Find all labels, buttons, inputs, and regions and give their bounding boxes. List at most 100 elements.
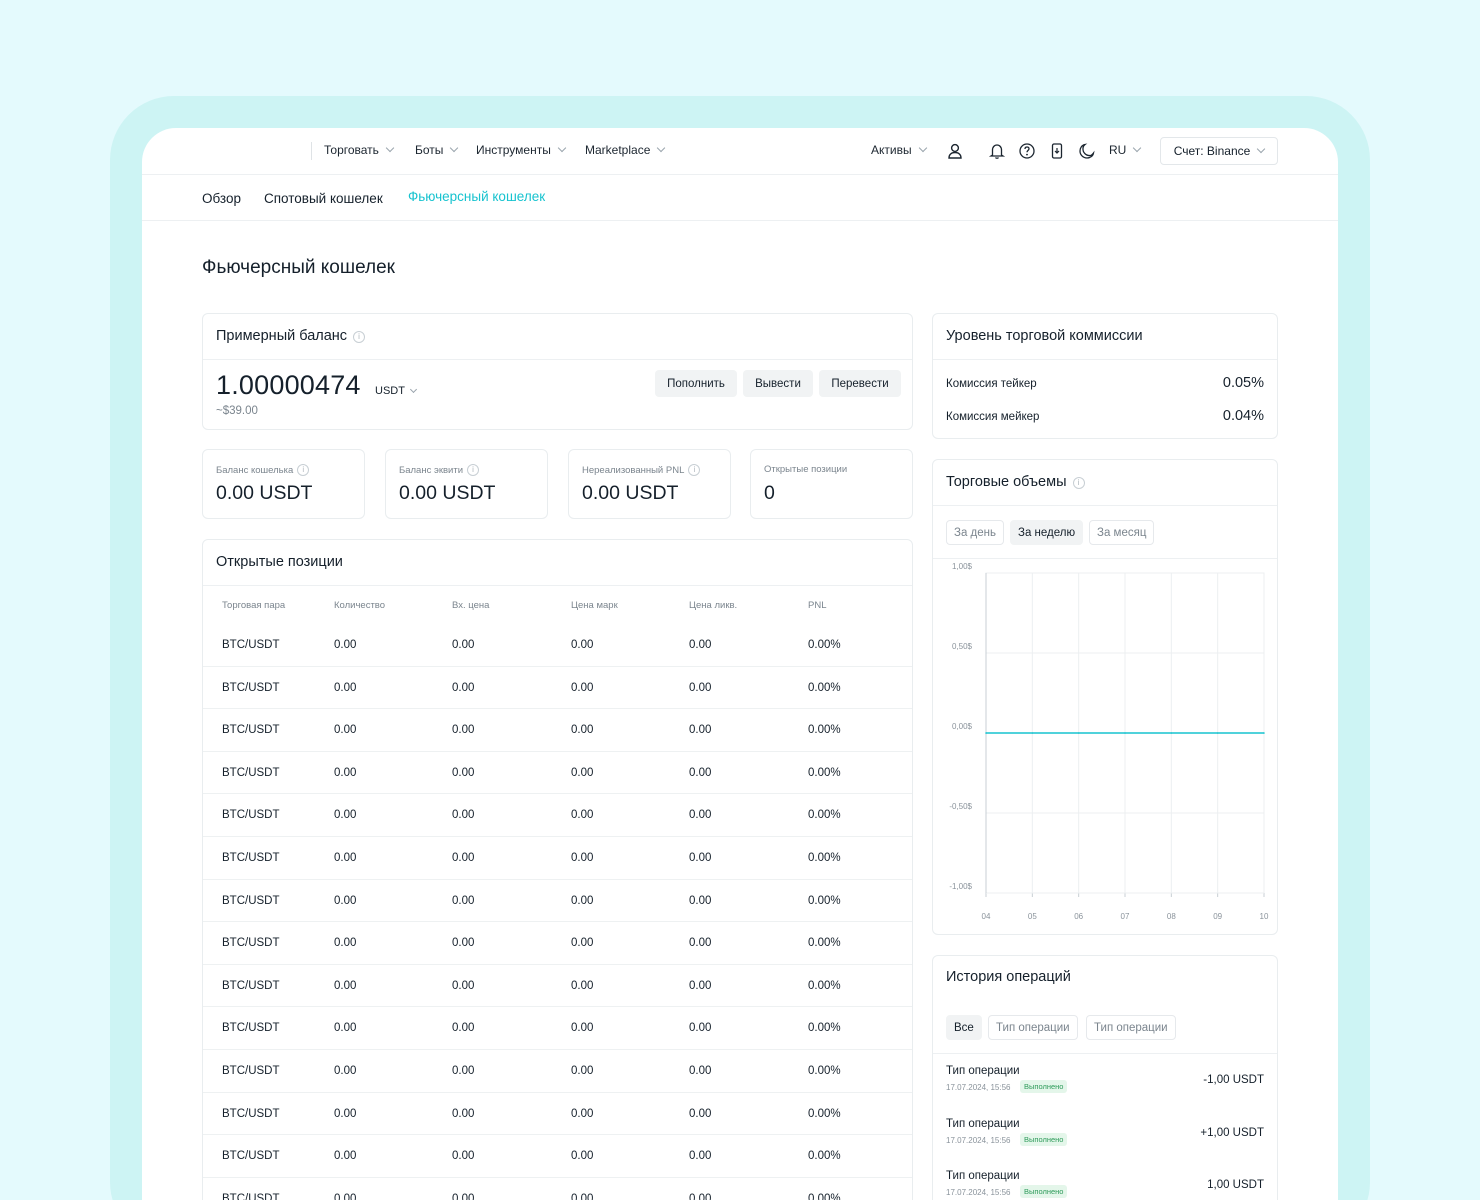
language-label: RU [1109, 143, 1127, 157]
stat-card: Баланс эквити i 0.00 USDT [385, 449, 548, 519]
y-tick-label: 1,00$ [952, 562, 973, 571]
balance-amount: 1.00000474 [216, 370, 361, 400]
table-row[interactable]: BTC/USDT 0.00 0.00 0.00 0.00 0.00% [203, 752, 912, 795]
balance-unit: USDT [375, 385, 405, 397]
table-cell: 0.00 [689, 681, 712, 694]
table-row[interactable]: BTC/USDT 0.00 0.00 0.00 0.00 0.00% [203, 880, 912, 923]
table-row[interactable]: BTC/USDT 0.00 0.00 0.00 0.00 0.00% [203, 794, 912, 837]
volume-period-tab[interactable]: За неделю [1010, 520, 1084, 545]
history-filter[interactable]: Все [946, 1015, 982, 1040]
balance-unit-selector[interactable]: USDT [375, 385, 417, 397]
column-header[interactable]: Вх. цена [452, 600, 490, 611]
tab-futures-wallet[interactable]: Фьючерсный кошелек [408, 189, 546, 204]
maker-commission-row: Комиссия мейкер 0.04% [946, 408, 1264, 424]
trading-volume-chart: 04 05 06 07 08 09 10 1,00$ 0,50$ 0,00$ -0,50$ -1,00… [949, 562, 1269, 921]
operation-type: Тип операции [946, 1065, 1020, 1077]
history-filter[interactable]: Тип операции [1086, 1015, 1176, 1040]
info-icon[interactable]: i [1072, 477, 1085, 489]
table-cell: 0.00 [334, 1022, 357, 1035]
table-cell: BTC/USDT [222, 1107, 280, 1120]
table-cell: 0.00 [452, 1192, 475, 1200]
column-header[interactable]: PNL [808, 600, 827, 611]
bell-icon[interactable] [988, 142, 1006, 160]
stat-value: 0.00 USDT [582, 482, 679, 504]
tab-spot-wallet[interactable]: Спотовый кошелек [264, 191, 383, 206]
table-row[interactable]: BTC/USDT 0.00 0.00 0.00 0.00 0.00% [203, 837, 912, 880]
table-row[interactable]: BTC/USDT 0.00 0.00 0.00 0.00 0.00% [203, 922, 912, 965]
help-icon[interactable] [1018, 142, 1036, 160]
table-cell: 0.00 [571, 724, 594, 737]
balance-usd: ~$39.00 [216, 405, 258, 417]
nav-divider [311, 142, 312, 160]
table-cell: 0.00 [689, 1022, 712, 1035]
table-cell: 0.00 [571, 639, 594, 651]
history-item[interactable]: Тип операции 17.07.2024, 15:56 Выполнено 1,… [946, 1170, 1264, 1200]
nav-item-label: Инструменты [476, 143, 551, 157]
taker-label: Комиссия тейкер [946, 378, 1037, 390]
table-cell: 0.00 [452, 1065, 475, 1077]
table-cell: 0.00 [689, 937, 712, 950]
table-row[interactable]: BTC/USDT 0.00 0.00 0.00 0.00 0.00% [203, 624, 912, 667]
nav-item-1[interactable]: Боты [415, 143, 459, 157]
stat-label: Открытые позиции [764, 464, 848, 475]
table-cell: 0.00 [689, 639, 712, 651]
language-selector[interactable]: RU [1109, 143, 1142, 157]
table-cell: 0.00 [689, 1107, 712, 1120]
table-row[interactable]: BTC/USDT 0.00 0.00 0.00 0.00 0.00% [203, 1007, 912, 1050]
table-cell: 0.00 [452, 1022, 475, 1035]
nav-item-3[interactable]: Marketplace [585, 143, 666, 157]
column-header[interactable]: Цена ликв. [689, 600, 738, 611]
history-item[interactable]: Тип операции 17.07.2024, 15:56 Выполнено +1… [946, 1118, 1264, 1158]
info-icon[interactable]: i [688, 464, 701, 476]
table-row[interactable]: BTC/USDT 0.00 0.00 0.00 0.00 0.00% [203, 667, 912, 710]
table-cell: 0.00 [689, 809, 712, 822]
assets-menu[interactable]: Активы [871, 143, 927, 157]
divider [933, 558, 1277, 559]
table-row[interactable]: BTC/USDT 0.00 0.00 0.00 0.00 0.00% [203, 1178, 912, 1200]
column-header[interactable]: Цена марк [571, 600, 618, 611]
moon-icon[interactable] [1078, 142, 1096, 160]
nav-item-0[interactable]: Торговать [324, 143, 395, 157]
chevron-down-icon [1133, 143, 1142, 153]
info-icon[interactable]: i [297, 464, 310, 476]
transfer-button[interactable]: Перевести [819, 370, 901, 397]
mobile-download-icon[interactable] [1048, 142, 1066, 160]
deposit-button[interactable]: Пополнить [655, 370, 737, 397]
withdraw-button[interactable]: Вывести [743, 370, 813, 397]
table-row[interactable]: BTC/USDT 0.00 0.00 0.00 0.00 0.00% [203, 1050, 912, 1093]
trading-volumes-title: Торговые объемы [946, 474, 1067, 490]
table-cell: 0.00 [689, 1065, 712, 1077]
data-point [1077, 732, 1080, 734]
data-point [1263, 732, 1265, 734]
column-header[interactable]: Торговая пара [222, 600, 286, 611]
table-row[interactable]: BTC/USDT 0.00 0.00 0.00 0.00 0.00% [203, 1135, 912, 1178]
table-cell: 0.00 [334, 639, 357, 651]
status-badge: Выполнено [1020, 1080, 1068, 1093]
table-cell: 0.00 [571, 894, 594, 907]
x-tick-label: 10 [1260, 912, 1269, 921]
app-screen: Торговать Боты Инструменты Marketplace Акти… [142, 128, 1338, 1200]
data-point [1031, 732, 1034, 734]
table-row[interactable]: BTC/USDT 0.00 0.00 0.00 0.00 0.00% [203, 1093, 912, 1136]
table-row[interactable]: BTC/USDT 0.00 0.00 0.00 0.00 0.00% [203, 709, 912, 752]
stat-label: Баланс эквити [399, 464, 463, 476]
x-tick-label: 09 [1213, 912, 1222, 921]
info-icon[interactable]: i [467, 464, 479, 476]
table-cell: 0.00 [452, 852, 475, 864]
volume-period-tab[interactable]: За месяц [1089, 520, 1155, 545]
table-cell: 0.00 [571, 1192, 594, 1200]
nav-item-2[interactable]: Инструменты [476, 143, 567, 157]
volume-period-tab[interactable]: За день [946, 520, 1004, 545]
account-selector[interactable]: Счет: Binance [1160, 137, 1278, 165]
table-row[interactable]: BTC/USDT 0.00 0.00 0.00 0.00 0.00% [203, 965, 912, 1008]
user-icon[interactable] [946, 142, 964, 160]
balance-card-header: Примерный баланс i [203, 314, 912, 360]
table-cell: 0.00% [808, 894, 841, 907]
column-header[interactable]: Количество [334, 600, 386, 611]
history-filter[interactable]: Тип операции [988, 1015, 1078, 1040]
history-item[interactable]: Тип операции 17.07.2024, 15:56 Выполнено -1… [946, 1065, 1264, 1105]
table-cell: 0.00% [808, 1065, 841, 1077]
info-icon[interactable]: i [353, 331, 366, 343]
tab-overview[interactable]: Обзор [202, 191, 241, 206]
chevron-down-icon [409, 385, 417, 393]
